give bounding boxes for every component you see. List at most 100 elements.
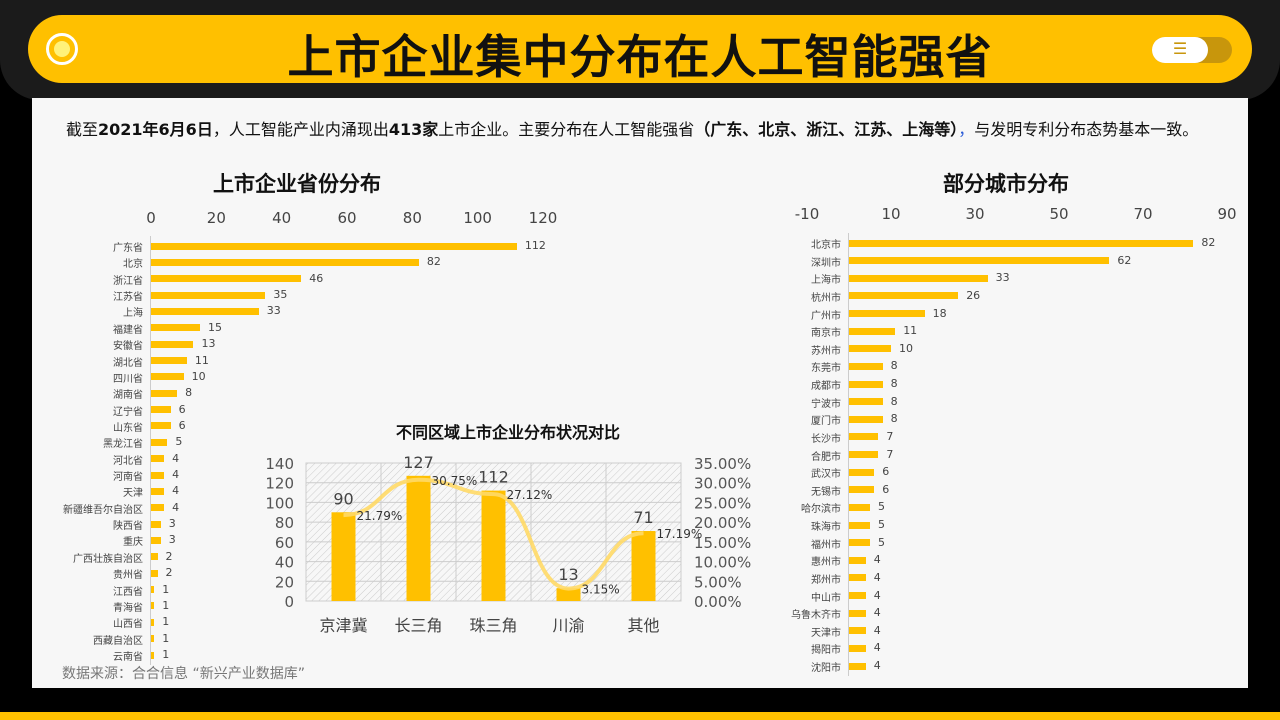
- category-label: 天津市: [811, 627, 841, 639]
- value-label: 1: [162, 582, 170, 596]
- bar: [151, 422, 171, 430]
- value-label: 4: [873, 641, 881, 655]
- category-label: 揭阳市: [811, 645, 841, 657]
- axis-line: [848, 233, 849, 676]
- value-label: 11: [194, 353, 209, 367]
- category-label: 苏州市: [811, 345, 841, 357]
- value-label: 82: [1201, 236, 1216, 249]
- value-label: 4: [873, 659, 881, 672]
- category-label: 江苏省: [113, 292, 143, 304]
- category-label: 福建省: [113, 324, 143, 336]
- bar: [849, 398, 883, 406]
- value-label: 62: [1117, 253, 1132, 267]
- value-label: 5: [175, 435, 183, 449]
- value-label: 5: [878, 500, 885, 514]
- menu-icon: ☰: [1152, 37, 1208, 63]
- intro-text: 截至2021年6月6日，人工智能产业内涌现出413家上市企业。主要分布在人工智能…: [66, 120, 1199, 139]
- bar: [849, 327, 896, 335]
- value-label: 8: [890, 377, 898, 390]
- value-label: 8: [890, 412, 898, 426]
- category-label: 山西省: [113, 619, 143, 631]
- bar: [151, 536, 161, 544]
- bar: [849, 239, 1194, 247]
- bar: [151, 569, 158, 577]
- bar: [849, 574, 866, 582]
- value-label: 10: [191, 369, 206, 383]
- axis-tick: 20: [206, 209, 226, 227]
- category-label: 四川省: [113, 373, 143, 385]
- bar: [849, 345, 891, 353]
- bar: [849, 556, 866, 564]
- category-label: 云南省: [113, 652, 143, 663]
- bar: [151, 455, 165, 463]
- category-label: 惠州市: [811, 557, 841, 569]
- bar: [849, 380, 883, 388]
- category-label: 河北省: [113, 455, 143, 467]
- bar: [151, 438, 168, 446]
- bar: [151, 324, 200, 332]
- value-label: 1: [162, 615, 170, 629]
- category-label: 杭州市: [811, 292, 841, 304]
- left-axis-tick: 0: [284, 593, 294, 611]
- category-label: 山东省: [113, 422, 143, 434]
- category-label: 福州市: [811, 539, 841, 551]
- bar-value-label: 13: [558, 565, 578, 584]
- value-label: 6: [178, 402, 186, 416]
- value-label: 1: [162, 598, 170, 612]
- left-axis-tick: 140: [265, 455, 294, 473]
- right-axis-tick: 30.00%: [694, 475, 751, 493]
- value-label: 1: [162, 631, 170, 645]
- category-label: 湖北省: [113, 357, 143, 369]
- bar: [849, 662, 866, 670]
- bar: [849, 451, 879, 458]
- line-value-label: 21.79%: [357, 509, 403, 523]
- axis-tick: 100: [463, 209, 492, 227]
- left-axis-tick: 40: [275, 554, 294, 572]
- value-label: 5: [878, 518, 885, 531]
- value-label: 4: [873, 570, 881, 584]
- bar: [849, 274, 988, 282]
- category-label: 上海: [123, 308, 143, 320]
- category-label: 珠三角: [469, 616, 517, 635]
- value-label: 112: [524, 239, 546, 252]
- value-label: 46: [309, 271, 324, 285]
- value-label: 8: [890, 394, 898, 408]
- bar-value-label: 90: [333, 489, 353, 508]
- value-label: 4: [873, 588, 881, 602]
- category-label: 广西壮族自治区: [73, 553, 143, 565]
- line-value-label: 17.19%: [657, 527, 703, 541]
- data-source: 数据来源：合合信息 “新兴产业数据库”: [62, 666, 305, 682]
- bar: [631, 531, 656, 601]
- category-label: 哈尔滨市: [801, 504, 841, 516]
- left-axis-tick: 100: [265, 494, 294, 512]
- category-label: 西藏自治区: [93, 635, 143, 647]
- category-label: 新疆维吾尔自治区: [63, 504, 143, 516]
- axis-tick: 90: [1217, 205, 1237, 223]
- axis-tick: 40: [272, 209, 292, 227]
- left-axis-tick: 80: [275, 514, 294, 532]
- bar: [151, 242, 517, 250]
- value-label: 35: [273, 288, 288, 302]
- axis-tick: 50: [1049, 205, 1069, 223]
- category-label: 武汉市: [811, 469, 841, 481]
- value-label: 4: [172, 451, 180, 465]
- left-axis-tick: 60: [275, 534, 294, 552]
- value-label: 4: [873, 623, 881, 637]
- right-axis-tick: 10.00%: [694, 554, 751, 572]
- axis-tick: 60: [337, 209, 357, 227]
- category-label: 其他: [627, 616, 659, 635]
- category-label: 宁波市: [811, 398, 841, 410]
- value-label: 26: [966, 288, 981, 302]
- menu-toggle[interactable]: ☰: [1152, 37, 1232, 63]
- value-label: 6: [882, 465, 890, 479]
- share-line: [343, 477, 644, 591]
- category-label: 沈阳市: [811, 663, 841, 674]
- value-label: 82: [426, 255, 441, 269]
- category-label: 浙江省: [113, 275, 143, 287]
- bar: [151, 471, 165, 479]
- bottom-stripe: [0, 712, 1280, 720]
- bar: [849, 310, 925, 317]
- bar: [151, 340, 194, 348]
- axis-tick: 80: [402, 209, 422, 227]
